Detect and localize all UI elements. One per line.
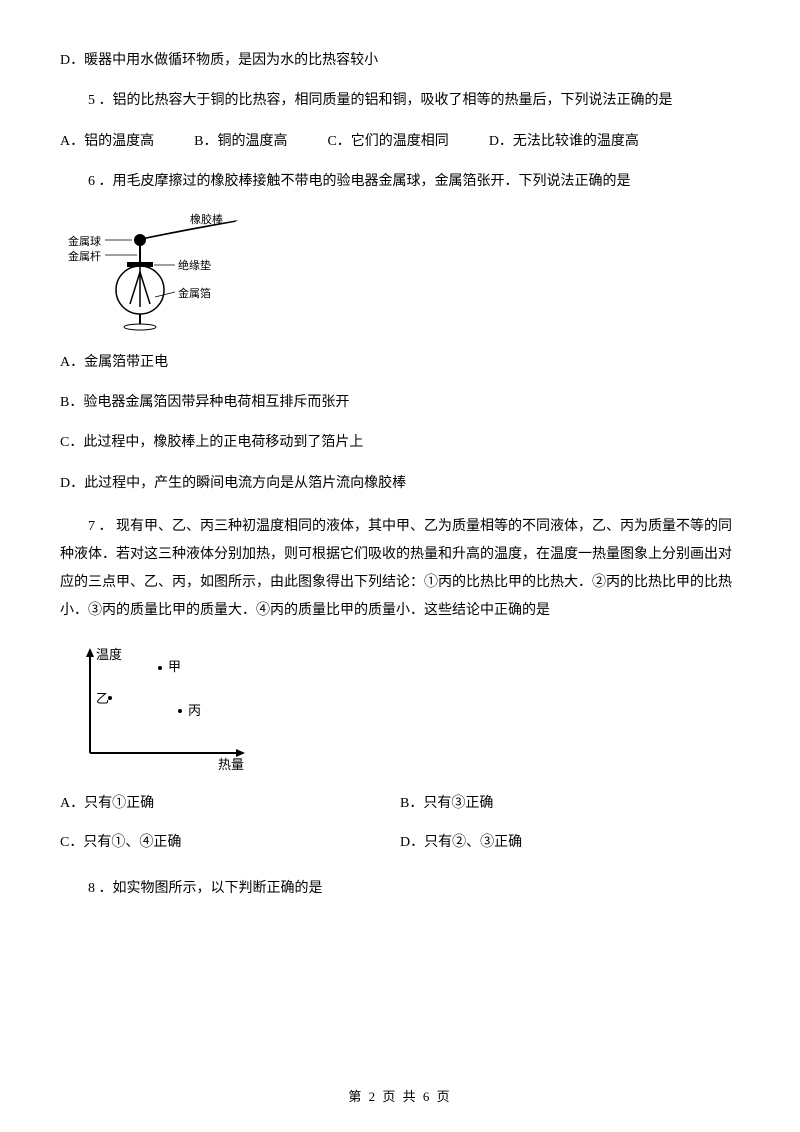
q5-opt-d: D．无法比较谁的温度高: [489, 131, 659, 153]
label-insulator: 绝缘垫: [178, 258, 211, 276]
label-jia: 甲: [168, 657, 181, 678]
label-y-axis: 温度: [96, 645, 122, 666]
electroscope-svg: [60, 212, 260, 332]
q6-opt-a: A．金属箔带正电: [60, 352, 740, 374]
graph-svg: [60, 643, 260, 773]
q6-opt-d: D．此过程中，产生的瞬间电流方向是从箔片流向橡胶棒: [60, 473, 740, 495]
q4-option-d: D．暖器中用水做循环物质，是因为水的比热容较小: [60, 50, 740, 72]
page-footer: 第 2 页 共 6 页: [0, 1087, 800, 1108]
q6-opt-c: C．此过程中，橡胶棒上的正电荷移动到了箔片上: [60, 432, 740, 454]
q5-opt-c: C．它们的温度相同: [327, 131, 448, 153]
q5-stem: 5 ．铝的比热容大于铜的比热容，相同质量的铝和铜，吸收了相等的热量后，下列说法正…: [60, 90, 740, 112]
q7-diagram: 温度 热量 甲 乙 丙: [60, 643, 260, 773]
q6-diagram: 金属球 橡胶棒 金属杆 绝缘垫 金属箔: [60, 212, 260, 332]
q7-opt-b: B．只有③正确: [400, 793, 740, 815]
q7-stem: 7 ． 现有甲、乙、丙三种初温度相同的液体，其中甲、乙为质量相等的不同液体，乙、…: [60, 513, 740, 625]
q7-opt-a: A．只有①正确: [60, 793, 400, 815]
label-bing: 丙: [188, 701, 201, 722]
label-x-axis: 热量: [218, 755, 244, 776]
q5-opt-a: A．铝的温度高: [60, 131, 154, 153]
label-rod: 橡胶棒: [190, 212, 223, 230]
q7-opt-c: C．只有①、④正确: [60, 832, 400, 854]
label-metal-rod: 金属杆: [68, 249, 101, 267]
q6-stem: 6 ．用毛皮摩擦过的橡胶棒接触不带电的验电器金属球，金属箔张开．下列说法正确的是: [60, 171, 740, 193]
q8-stem: 8 ．如实物图所示，以下判断正确的是: [60, 878, 740, 900]
q7-options: A．只有①正确 B．只有③正确 C．只有①、④正确 D．只有②、③正确: [60, 793, 740, 870]
q5-opt-b: B．铜的温度高: [194, 131, 287, 153]
label-foil: 金属箔: [178, 286, 211, 304]
label-yi: 乙: [96, 689, 109, 710]
q5-options: A．铝的温度高 B．铜的温度高 C．它们的温度相同 D．无法比较谁的温度高: [60, 131, 740, 153]
q6-opt-b: B．验电器金属箔因带异种电荷相互排斥而张开: [60, 392, 740, 414]
q7-opt-d: D．只有②、③正确: [400, 832, 740, 854]
